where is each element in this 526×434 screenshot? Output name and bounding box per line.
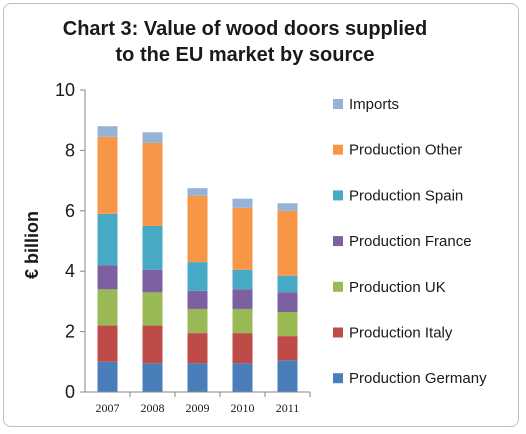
x-tick-label: 2011 xyxy=(276,401,300,415)
legend-swatch xyxy=(333,281,343,292)
y-tick-label: 10 xyxy=(55,80,75,100)
bar-segment-2009-imports xyxy=(187,188,208,196)
bar-segment-2011-production-other xyxy=(277,210,298,276)
bar-segment-2009-production-italy xyxy=(187,333,208,364)
bar-segment-2009-production-other xyxy=(187,195,208,263)
bar-segment-2010-production-germany xyxy=(232,363,253,392)
bar-segment-2007-production-germany xyxy=(97,361,118,392)
x-tick-label: 2007 xyxy=(96,401,120,415)
legend-label: Production France xyxy=(349,233,472,250)
bar-segment-2011-production-uk xyxy=(277,311,298,337)
bar-segment-2011-production-spain xyxy=(277,275,298,293)
y-axis-label: € billion xyxy=(22,211,42,279)
x-tick-label: 2009 xyxy=(186,401,210,415)
legend-swatch xyxy=(333,236,343,247)
bar-segment-2008-production-italy xyxy=(142,325,163,364)
bar-segment-2010-production-uk xyxy=(232,308,253,334)
bar-segment-2011-production-germany xyxy=(277,360,298,392)
y-tick-label: 4 xyxy=(65,261,75,281)
bar-segment-2008-production-uk xyxy=(142,292,163,326)
bar-segment-2007-production-france xyxy=(97,265,118,290)
bar-segment-2009-production-germany xyxy=(187,363,208,392)
legend-swatch xyxy=(333,373,343,384)
bar-segment-2007-production-other xyxy=(97,136,118,214)
legend-label: Production Italy xyxy=(349,325,453,342)
chart-title-line1: Chart 3: Value of wood doors supplied xyxy=(62,18,428,40)
chart-title-line2: to the EU market by source xyxy=(115,44,375,66)
bar-segment-2007-imports xyxy=(97,126,118,137)
bar-segment-2011-imports xyxy=(277,203,298,211)
x-tick-label: 2008 xyxy=(141,401,165,415)
bar-segment-2011-production-france xyxy=(277,292,298,312)
legend-group: Imports Production Other Production Spain P… xyxy=(333,96,487,387)
bar-segment-2009-production-uk xyxy=(187,308,208,334)
legend-label: Production Other xyxy=(349,142,462,159)
legend-label: Production UK xyxy=(349,279,446,296)
legend-swatch xyxy=(333,99,343,109)
bar-segment-2010-production-spain xyxy=(232,269,253,290)
chart-frame xyxy=(3,3,519,427)
legend-label: Production Spain xyxy=(349,187,463,204)
bar-segment-2007-production-italy xyxy=(97,325,118,362)
bar-segment-2010-production-france xyxy=(232,289,253,309)
bar-segment-2008-production-other xyxy=(142,142,163,226)
bar-segment-2010-production-italy xyxy=(232,333,253,364)
legend-label: Production Germany xyxy=(349,370,487,387)
x-ticks-group: 2007 2008 2009 2010 2011 xyxy=(96,392,311,415)
bar-segment-2009-production-spain xyxy=(187,262,208,291)
y-tick-label: 2 xyxy=(65,322,75,342)
y-tick-label: 0 xyxy=(65,382,75,402)
y-tick-label: 8 xyxy=(65,140,75,160)
y-ticks-group: 0 2 4 6 8 10 xyxy=(55,80,85,402)
bar-segment-2011-production-italy xyxy=(277,336,298,361)
x-tick-label: 2010 xyxy=(231,401,255,415)
bar-segment-2007-production-spain xyxy=(97,213,118,266)
legend-label: Imports xyxy=(349,96,399,113)
bar-segment-2009-production-france xyxy=(187,290,208,309)
legend-swatch xyxy=(333,190,343,201)
bar-segment-2008-imports xyxy=(142,132,163,143)
bar-segment-2008-production-germany xyxy=(142,363,163,392)
bar-segment-2008-production-france xyxy=(142,269,163,293)
y-tick-label: 6 xyxy=(65,201,75,221)
bar-segment-2010-production-other xyxy=(232,207,253,270)
bar-segment-2008-production-spain xyxy=(142,225,163,270)
legend-swatch xyxy=(333,144,343,155)
legend-swatch xyxy=(333,327,343,338)
bar-segment-2010-imports xyxy=(232,198,253,208)
bars-group xyxy=(97,126,298,392)
bar-segment-2007-production-uk xyxy=(97,289,118,326)
chart-title: Chart 3: Value of wood doors supplied to… xyxy=(30,16,460,68)
